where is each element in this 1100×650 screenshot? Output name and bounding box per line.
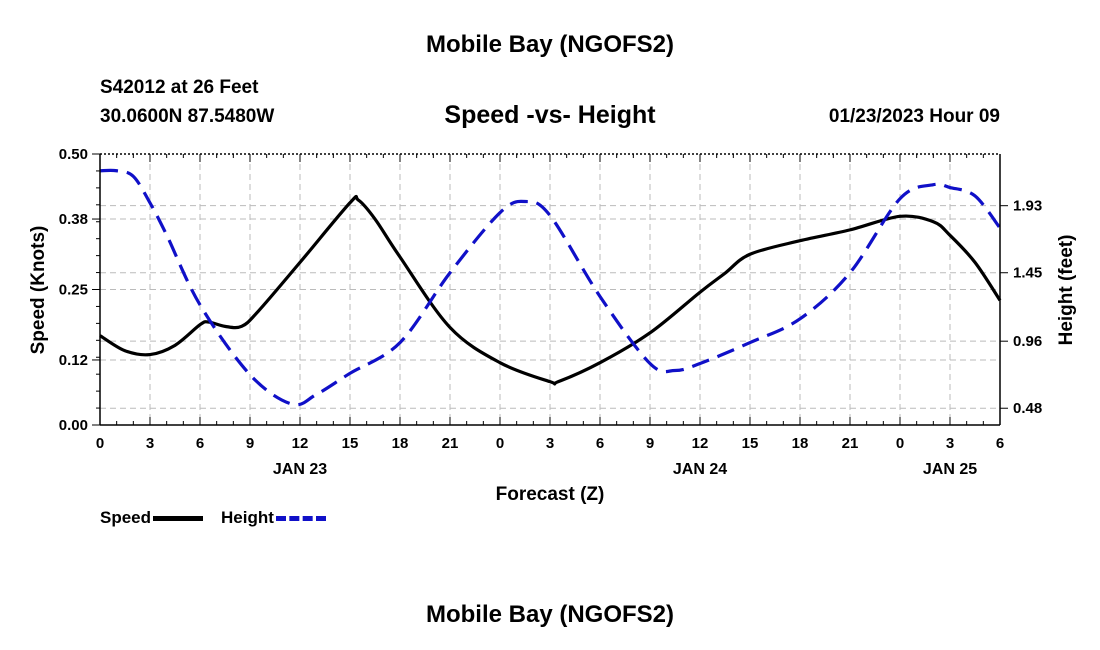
- x-tick-label: 15: [342, 435, 359, 452]
- legend-speed-label: Speed: [100, 508, 152, 527]
- axes-layer: 0 3 6 9 12 15 18 21 0 3 6 9 12 15 18 21 0 3 6 JAN 23 JAN 24 J…: [59, 146, 1042, 478]
- chart-title: Mobile Bay (NGOFS2): [425, 31, 675, 58]
- chart-subtitle: Speed -vs- Height: [444, 101, 656, 129]
- x-tick-label: 3: [146, 435, 154, 452]
- legend-height-swatch: [275, 515, 326, 521]
- x-tick-label: 0: [496, 435, 504, 452]
- x-tick-label: 9: [646, 435, 654, 452]
- y-axis-label: Speed (Knots): [28, 226, 49, 355]
- x-tick-label: 12: [692, 435, 709, 452]
- x-tick-label: 21: [842, 435, 859, 452]
- station-label: S42012 at 26 Feet: [100, 77, 259, 98]
- series-line-height: [99, 168, 1002, 407]
- y-tick-label: 0.12: [59, 352, 88, 369]
- y-tick-label: 0.50: [59, 146, 88, 163]
- y-tick-label: 0.00: [59, 417, 88, 434]
- x-tick-label: 6: [596, 435, 604, 452]
- forecast-datetime: 01/23/2023 Hour 09: [828, 106, 1000, 127]
- x-tick-label: 3: [546, 435, 554, 452]
- date-label: JAN 25: [923, 461, 977, 478]
- series-layer: [99, 168, 1002, 407]
- legend-speed-swatch: [153, 515, 204, 521]
- x-tick-label: 0: [96, 435, 104, 452]
- y2-tick-label: 0.48: [1013, 400, 1042, 417]
- date-label: JAN 23: [273, 461, 327, 478]
- y2-axis-label: Height (feet): [1056, 235, 1077, 346]
- legend: Speed Height: [100, 508, 344, 528]
- y2-tick-label: 1.93: [1013, 198, 1042, 215]
- legend-item-height: Height: [221, 508, 326, 528]
- x-tick-label: 3: [946, 435, 954, 452]
- y2-tick-label: 0.96: [1013, 333, 1042, 350]
- x-tick-label: 21: [442, 435, 459, 452]
- series-line-speed: [99, 194, 1002, 386]
- y-tick-label: 0.25: [59, 282, 88, 299]
- chart-plot: 0 3 6 9 12 15 18 21 0 3 6 9 12 15 18 21 0 3 6 JAN 23 JAN 24 J…: [28, 146, 1077, 505]
- x-tick-label: 9: [246, 435, 254, 452]
- y-tick-label: 0.38: [59, 211, 88, 228]
- legend-height-label: Height: [221, 508, 274, 527]
- date-label: JAN 24: [673, 461, 727, 478]
- x-tick-label: 12: [292, 435, 309, 452]
- x-tick-label: 0: [896, 435, 904, 452]
- x-tick-label: 18: [792, 435, 809, 452]
- x-tick-label: 18: [392, 435, 409, 452]
- y2-tick-label: 1.45: [1013, 265, 1042, 282]
- legend-item-speed: Speed: [100, 508, 204, 528]
- station-coordinates: 30.0600N 87.5480W: [100, 106, 275, 127]
- x-axis-label: Forecast (Z): [496, 484, 605, 505]
- footer-title: Mobile Bay (NGOFS2): [425, 601, 675, 628]
- x-tick-label: 6: [996, 435, 1004, 452]
- x-tick-label: 15: [742, 435, 759, 452]
- x-tick-label: 6: [196, 435, 204, 452]
- grid-layer: [100, 154, 1000, 425]
